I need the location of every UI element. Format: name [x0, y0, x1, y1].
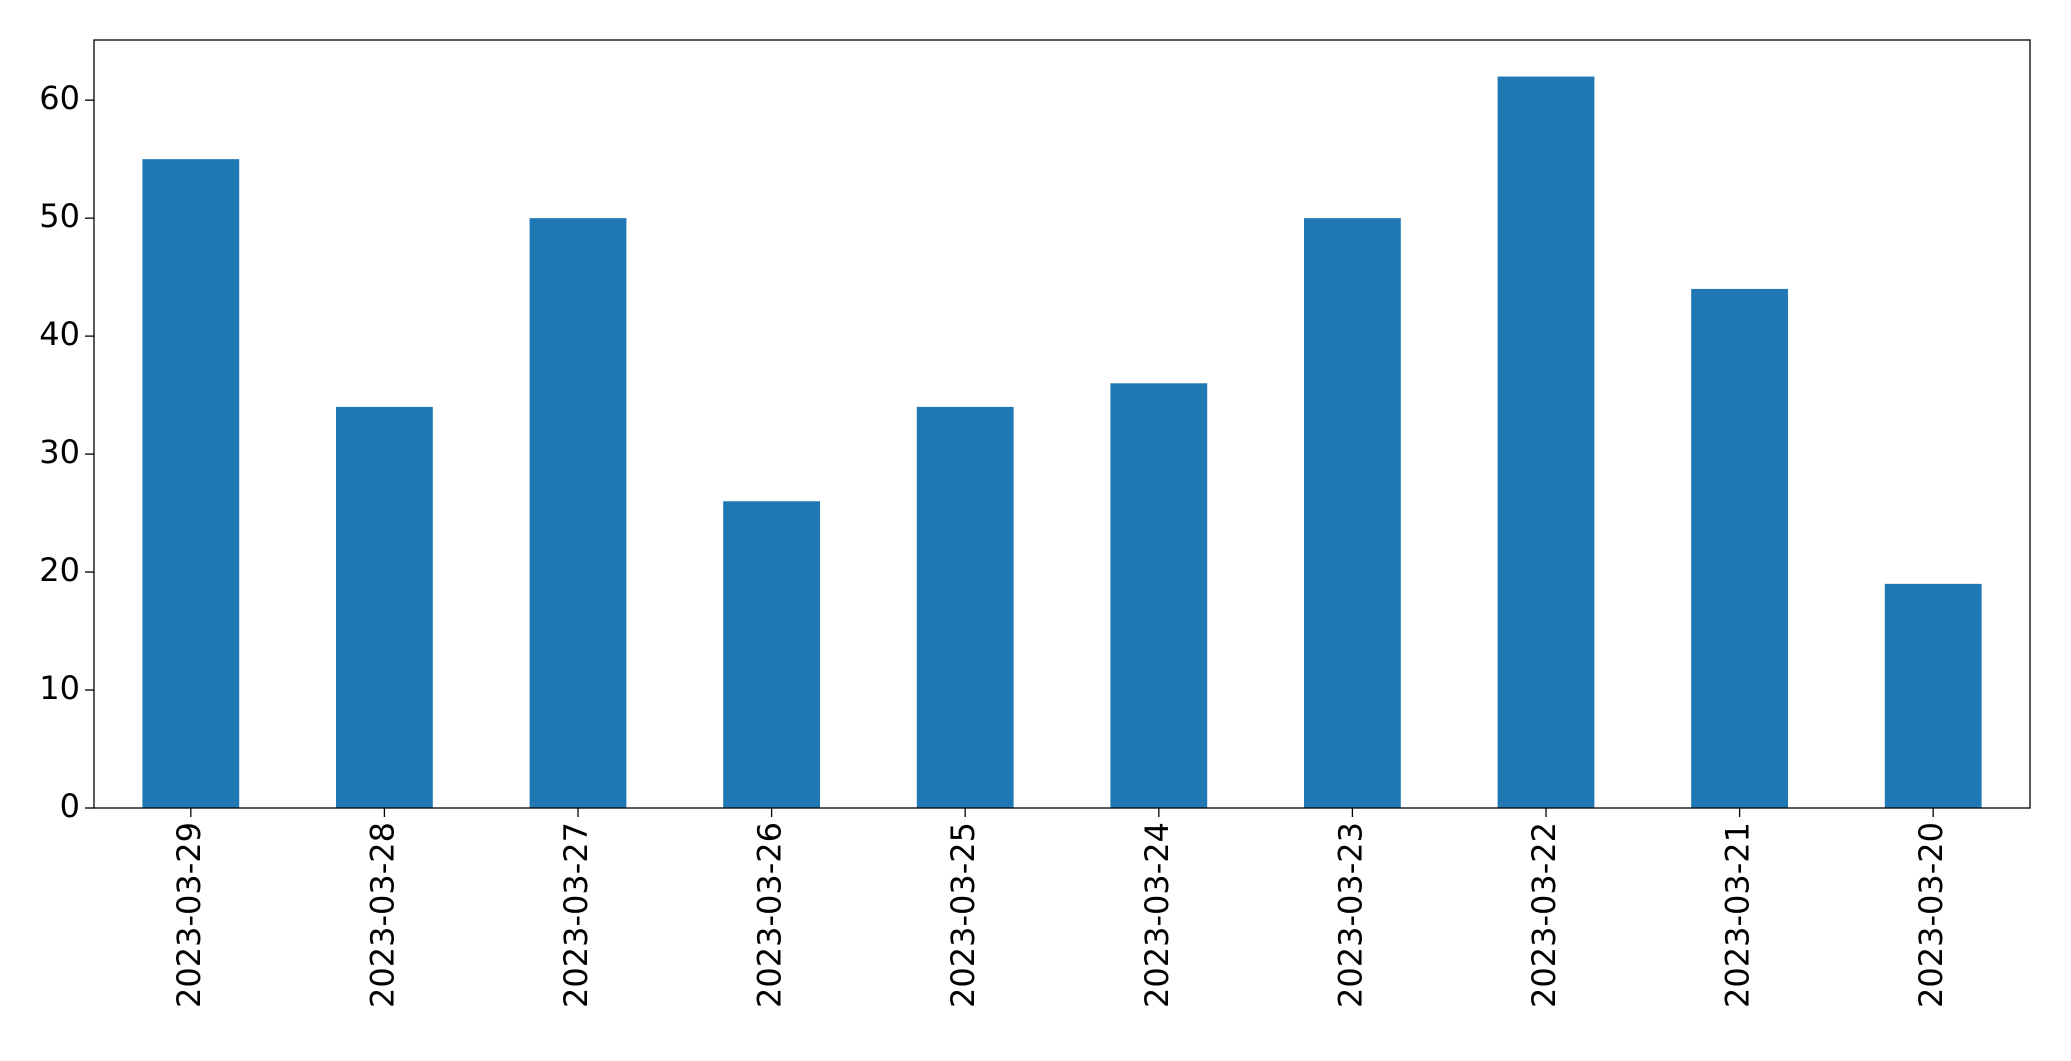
x-tick-label: 2023-03-27 [557, 822, 595, 1008]
x-tick-label: 2023-03-20 [1912, 822, 1950, 1008]
y-tick-label: 60 [39, 79, 80, 117]
bar [529, 218, 627, 808]
y-tick-label: 20 [39, 551, 80, 589]
bar [336, 406, 433, 808]
bar [1884, 583, 1982, 808]
y-tick-label: 50 [39, 197, 80, 235]
x-tick-label: 2023-03-22 [1525, 822, 1563, 1008]
bar [1110, 383, 1208, 808]
y-tick-label: 30 [39, 433, 80, 471]
x-tick-label: 2023-03-26 [751, 822, 789, 1008]
x-tick-label: 2023-03-28 [363, 822, 401, 1008]
x-tick-label: 2023-03-25 [944, 822, 982, 1008]
bar [916, 406, 1014, 808]
axes-frame [93, 39, 2031, 809]
bar [1304, 218, 1401, 808]
bar [142, 159, 240, 808]
bar [723, 501, 820, 808]
x-tick-label: 2023-03-29 [170, 822, 208, 1008]
bar [1497, 76, 1595, 809]
x-tick-label: 2023-03-23 [1331, 822, 1369, 1008]
y-tick-label: 0 [60, 787, 80, 825]
x-tick-label: 2023-03-24 [1138, 822, 1176, 1008]
x-tick-label: 2023-03-21 [1719, 822, 1757, 1008]
bar [1691, 288, 1788, 809]
y-tick-label: 40 [39, 315, 80, 353]
y-tick-label: 10 [39, 669, 80, 707]
